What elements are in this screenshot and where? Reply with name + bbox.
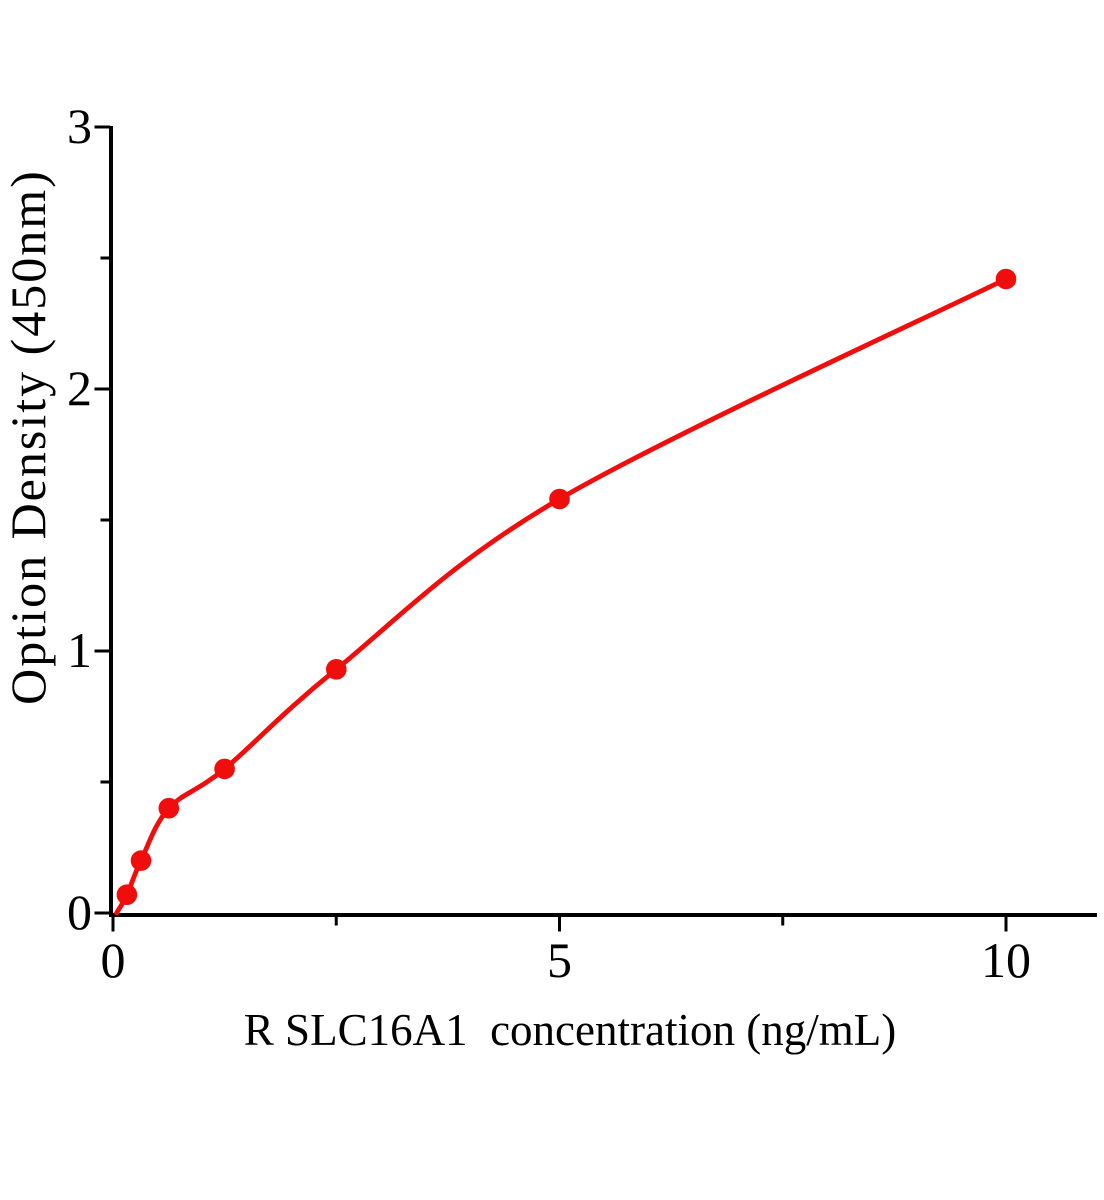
- x-tick-label: 0: [101, 932, 126, 988]
- data-points-layer: [116, 268, 1017, 905]
- y-tick-label: 3: [67, 98, 92, 154]
- data-point: [326, 659, 347, 680]
- data-point: [995, 268, 1017, 290]
- x-axis-title: R SLC16A1 concentration (ng/mL): [244, 1005, 896, 1055]
- y-tick-label: 2: [67, 360, 92, 416]
- fit-curve-path: [114, 276, 1009, 916]
- fit-curve-layer: [114, 276, 1009, 916]
- y-tick-label: 0: [67, 884, 92, 940]
- tick-labels-layer: 0 5 10 0 1 2 3: [67, 98, 1031, 988]
- data-point: [130, 850, 152, 871]
- data-point: [214, 758, 235, 780]
- axes-layer: [94, 125, 1097, 932]
- y-axis-title: Option Density (450nm): [0, 169, 56, 705]
- x-tick-label: 10: [981, 932, 1031, 988]
- y-tick-label: 1: [67, 622, 92, 678]
- data-point: [549, 488, 570, 510]
- data-point: [116, 884, 138, 905]
- x-tick-label: 5: [547, 932, 572, 988]
- data-point: [158, 797, 180, 819]
